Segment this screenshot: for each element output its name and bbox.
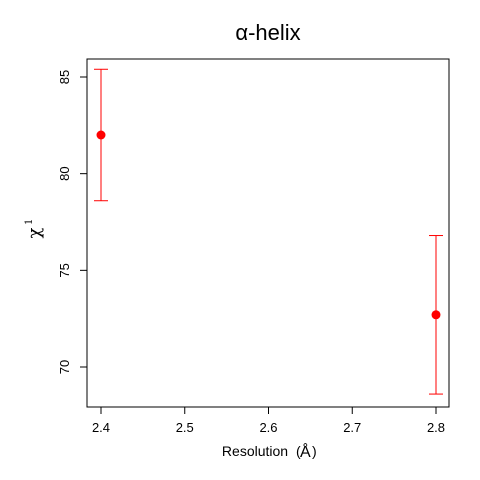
- y-tick-label: 80: [57, 166, 72, 180]
- x-tick-label: 2.4: [92, 420, 110, 435]
- chart-title: α-helix: [235, 20, 300, 45]
- y-tick-label: 75: [57, 263, 72, 277]
- data-marks: [94, 68, 443, 395]
- y-axis-label: χ 1: [24, 219, 45, 239]
- x-axis-title: Resolution: [222, 443, 288, 459]
- data-point: [431, 310, 441, 320]
- x-axis: 2.4 2.5 2.6 2.7 2.8: [92, 406, 445, 435]
- x-axis-unit: Å: [300, 442, 311, 461]
- x-axis-paren-close: ): [312, 443, 317, 459]
- x-tick-label: 2.6: [259, 420, 277, 435]
- x-axis-paren-open: (: [296, 443, 301, 459]
- y-tick-label: 85: [57, 70, 72, 84]
- plot-frame: [86, 58, 450, 408]
- y-axis: 70 75 80 85: [57, 70, 88, 374]
- x-axis-label: Resolution ( Å ): [222, 442, 317, 461]
- y-tick-label: 70: [57, 360, 72, 374]
- y-axis-superscript: 1: [24, 219, 35, 225]
- data-point: [96, 130, 106, 140]
- x-tick-label: 2.5: [176, 420, 194, 435]
- y-axis-title: χ: [24, 227, 45, 238]
- x-tick-label: 2.7: [343, 420, 361, 435]
- x-tick-label: 2.8: [427, 420, 445, 435]
